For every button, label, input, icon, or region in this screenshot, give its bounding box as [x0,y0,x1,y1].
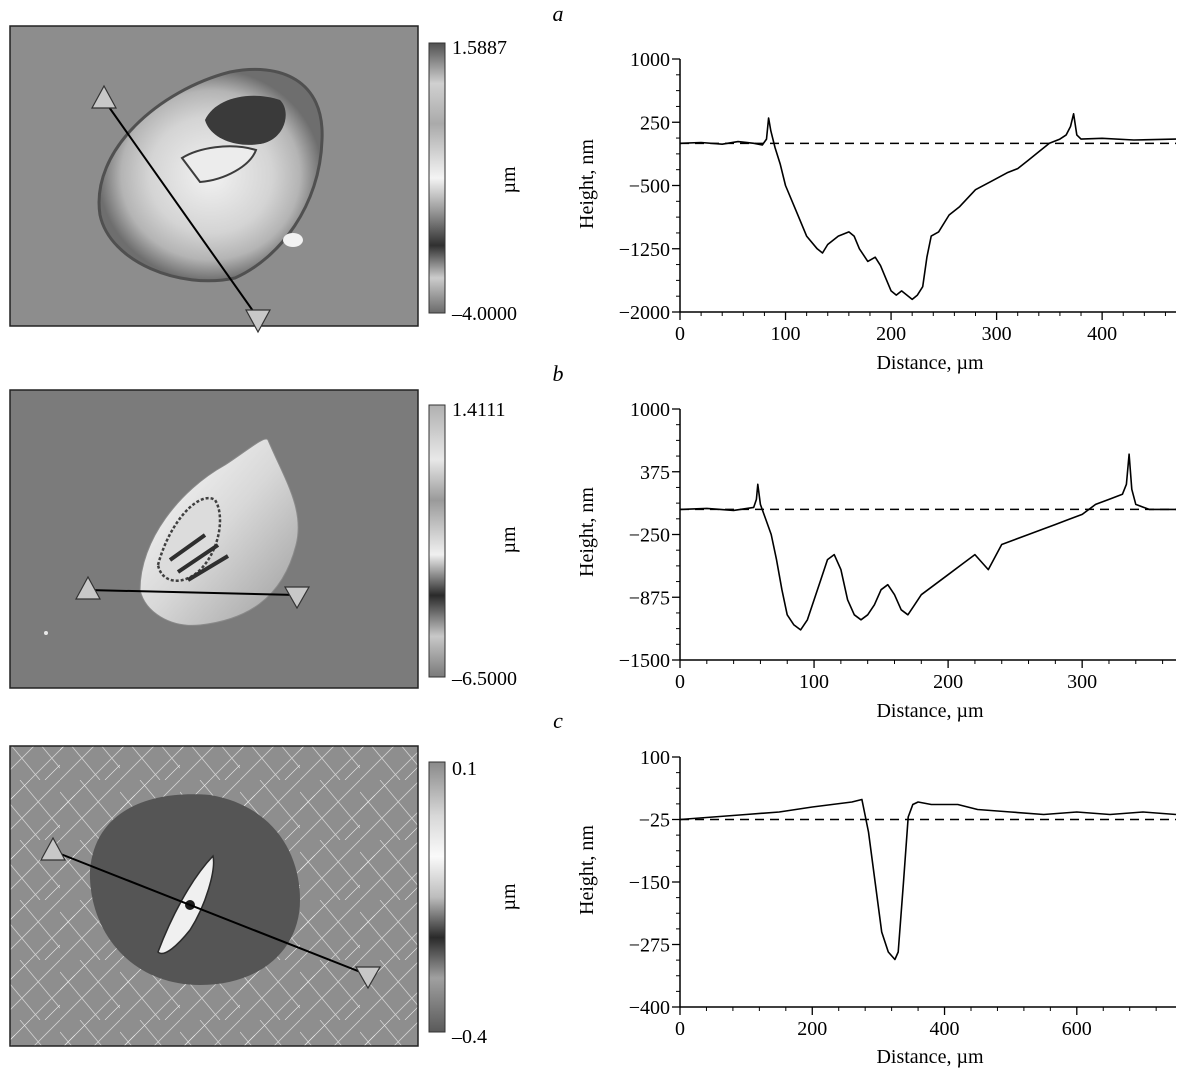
y-tick-label-c: −25 [639,810,670,832]
y-tick-label-b: −1500 [619,650,670,672]
panel-letter-c: c [553,708,563,733]
x-tick-label-a: 0 [675,323,685,345]
profile-line-a [679,113,1177,301]
scan-end-marker-a [244,309,272,334]
scan-start-marker-a [90,84,118,109]
y-tick-label-a: −1250 [619,239,670,261]
profile-line-c [679,798,1177,961]
colorbar-a-unit: µm [498,166,520,194]
xlabel-c: Distance, µm [876,1046,983,1068]
x-tick-label-a: 400 [1087,323,1117,345]
scan-start-marker-b [74,575,102,600]
afm-image-a [9,25,419,334]
y-tick-label-b: −875 [629,587,670,609]
x-tick-label-b: 300 [1067,671,1097,693]
scan-line-b [87,589,298,596]
scan-start-marker-c [39,836,67,861]
xlabel-b: Distance, µm [876,700,983,722]
y-tick-label-c: 100 [640,747,670,769]
colorbar-b-unit: µm [498,526,520,554]
scan-end-marker-c [354,966,382,990]
y-tick-label-a: −2000 [619,302,670,324]
colorbar-c-bar [428,761,446,1033]
pit-speck-a [283,233,303,247]
y-tick-label-a: 250 [640,112,670,134]
profile-chart-b: −1500 −875 −250 375 1000 0 100 200 300 Height, n… [576,399,1176,722]
colorbar-b: 1.4111 –6.5000 µm [428,399,520,690]
colorbar-b-bar [428,404,446,678]
colorbar-c: 0.1 –0.4 µm [428,758,520,1048]
panel-letter-b: b [553,361,564,386]
colorbar-a-max: 1.5887 [452,37,507,59]
y-tick-label-a: 1000 [630,49,670,71]
pit-debris-a [180,145,258,184]
colorbar-a: 1.5887 –4.0000 µm [428,37,520,325]
panel-b: b 1.4111 –6.5000 µm −1500−875−2503751000… [9,361,1176,722]
scan-end-marker-b [283,586,311,610]
pit-debris-b [156,496,222,582]
colorbar-b-min: –6.5000 [451,668,517,690]
y-tick-label-b: 375 [640,462,670,484]
x-tick-label-c: 200 [797,1018,827,1040]
afm-image-c [9,745,419,1047]
ylabel-c: Height, nm [576,825,598,915]
x-tick-label-b: 100 [799,671,829,693]
y-tick-label-c: −275 [629,935,670,957]
colorbar-b-max: 1.4111 [452,399,506,421]
xlabel-a: Distance, µm [876,352,983,374]
scan-line-a [103,99,259,319]
x-tick-label-c: 0 [675,1018,685,1040]
profile-chart-a: −2000 −1250 −500 250 1000 0 100 200 300 400 Heigh… [576,49,1177,374]
pit-dark-cavity-a [205,95,286,145]
y-tick-label-b: −250 [629,525,670,547]
ylabel-a: Height, nm [576,139,598,229]
pit-dark-streaks-b [168,533,230,582]
x-tick-label-a: 200 [876,323,906,345]
panel-a: a 1.5887 –4.0000 µm −2000 −1250 −500 250 100… [9,1,1177,374]
x-tick-label-c: 600 [1062,1018,1092,1040]
x-tick-label-b: 200 [933,671,963,693]
x-tick-label-c: 400 [930,1018,960,1040]
panel-c: c 0.1 –0.4 µm −400 −275 −150 −25 100 0 200 400 6… [9,708,1177,1068]
y-tick-label-a: −500 [629,176,670,198]
colorbar-a-bar [428,42,446,314]
y-tick-label-c: −150 [629,872,670,894]
ylabel-b: Height, nm [576,487,598,577]
afm-image-b [9,389,419,689]
x-tick-label-b: 0 [675,671,685,693]
x-tick-label-a: 300 [982,323,1012,345]
y-tick-label-c: −400 [629,997,670,1019]
colorbar-c-unit: µm [498,883,520,911]
y-tick-label-b: 1000 [630,399,670,421]
panel-letter-a: a [553,1,564,26]
colorbar-a-min: –4.0000 [451,303,517,325]
x-tick-label-a: 100 [771,323,801,345]
scan-line-c [52,850,369,976]
colorbar-c-max: 0.1 [452,758,477,780]
profile-line-b [679,453,1176,631]
colorbar-c-min: –0.4 [451,1026,487,1048]
pit-speck-b [44,631,48,635]
